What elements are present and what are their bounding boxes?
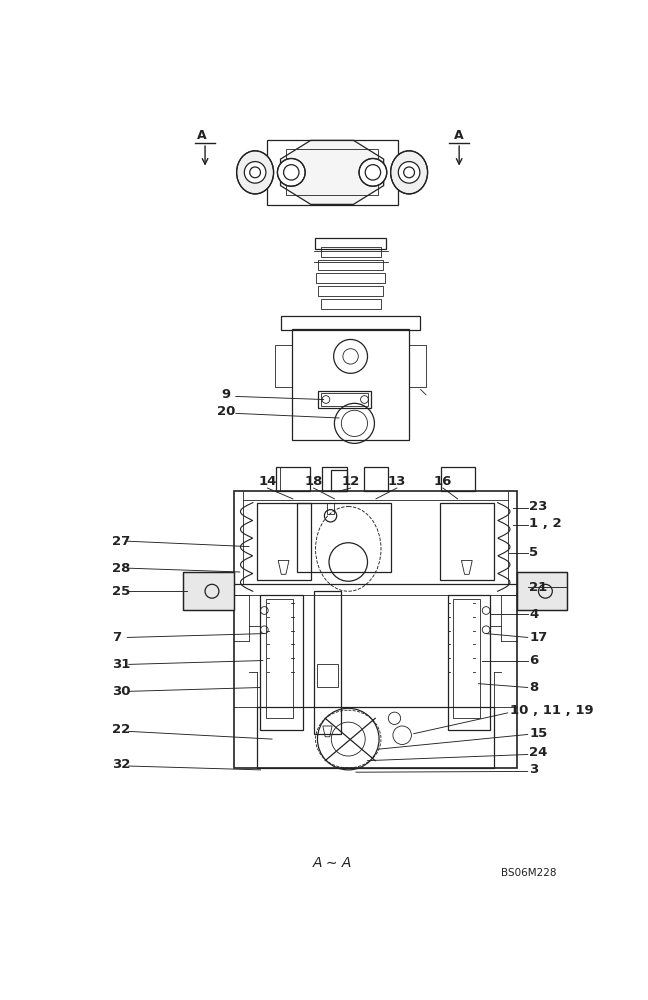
Bar (364, 466, 388, 491)
Bar (318, 260, 383, 270)
Text: 8: 8 (529, 681, 538, 694)
Bar (276, 466, 310, 491)
Bar (327, 503, 334, 514)
Bar (281, 316, 420, 330)
Text: 5: 5 (529, 546, 538, 559)
Text: 17: 17 (529, 631, 548, 644)
Text: 10 , 11 , 19: 10 , 11 , 19 (510, 704, 594, 717)
Bar (453, 599, 480, 718)
Text: 23: 23 (529, 500, 548, 513)
Text: 24: 24 (529, 746, 548, 759)
Bar (517, 572, 567, 610)
Text: 15: 15 (529, 727, 548, 740)
Text: 4: 4 (529, 608, 538, 621)
Circle shape (399, 162, 420, 183)
Text: 32: 32 (112, 758, 130, 771)
Text: 14: 14 (259, 475, 277, 488)
Text: A: A (454, 129, 463, 142)
Bar (321, 247, 380, 257)
Text: 20: 20 (217, 405, 236, 418)
Bar (292, 329, 409, 440)
Bar (322, 466, 347, 491)
Bar (321, 299, 380, 309)
Polygon shape (281, 140, 384, 204)
Bar (266, 599, 293, 718)
Bar (440, 503, 494, 580)
Bar (266, 140, 398, 205)
Bar (317, 664, 338, 687)
Text: 3: 3 (529, 763, 538, 776)
Text: 12: 12 (341, 475, 360, 488)
Bar (286, 149, 378, 195)
Bar (183, 572, 233, 610)
Text: 27: 27 (112, 535, 130, 548)
Ellipse shape (237, 151, 273, 194)
Text: 31: 31 (112, 658, 130, 671)
Text: 25: 25 (112, 585, 130, 598)
Ellipse shape (391, 151, 428, 194)
Text: A: A (198, 129, 207, 142)
Bar (330, 470, 347, 491)
Bar (321, 393, 367, 406)
Text: A ∼ A: A ∼ A (312, 856, 352, 870)
Text: 22: 22 (112, 723, 130, 736)
Bar (297, 503, 391, 572)
Text: 18: 18 (305, 475, 323, 488)
Bar (233, 491, 517, 768)
Bar (441, 466, 474, 491)
Bar (315, 238, 386, 249)
Bar (314, 591, 341, 734)
Text: 1 , 2: 1 , 2 (529, 517, 562, 530)
Circle shape (277, 158, 305, 186)
Bar (318, 391, 371, 408)
Bar (257, 503, 310, 580)
Text: 21: 21 (529, 581, 548, 594)
Bar (448, 595, 490, 730)
Circle shape (359, 158, 387, 186)
Text: 9: 9 (221, 388, 230, 401)
Text: 13: 13 (388, 475, 406, 488)
Text: 28: 28 (112, 562, 130, 575)
Text: 30: 30 (112, 685, 130, 698)
Text: 7: 7 (112, 631, 121, 644)
Bar (409, 345, 426, 387)
Bar (517, 572, 567, 610)
Bar (318, 286, 383, 296)
Text: 16: 16 (434, 475, 452, 488)
Bar (183, 572, 233, 610)
Text: BS06M228: BS06M228 (501, 868, 556, 878)
Bar (257, 707, 494, 768)
Bar (260, 595, 303, 730)
Text: 6: 6 (529, 654, 538, 667)
Bar (275, 345, 292, 387)
Bar (316, 273, 385, 283)
Circle shape (244, 162, 266, 183)
